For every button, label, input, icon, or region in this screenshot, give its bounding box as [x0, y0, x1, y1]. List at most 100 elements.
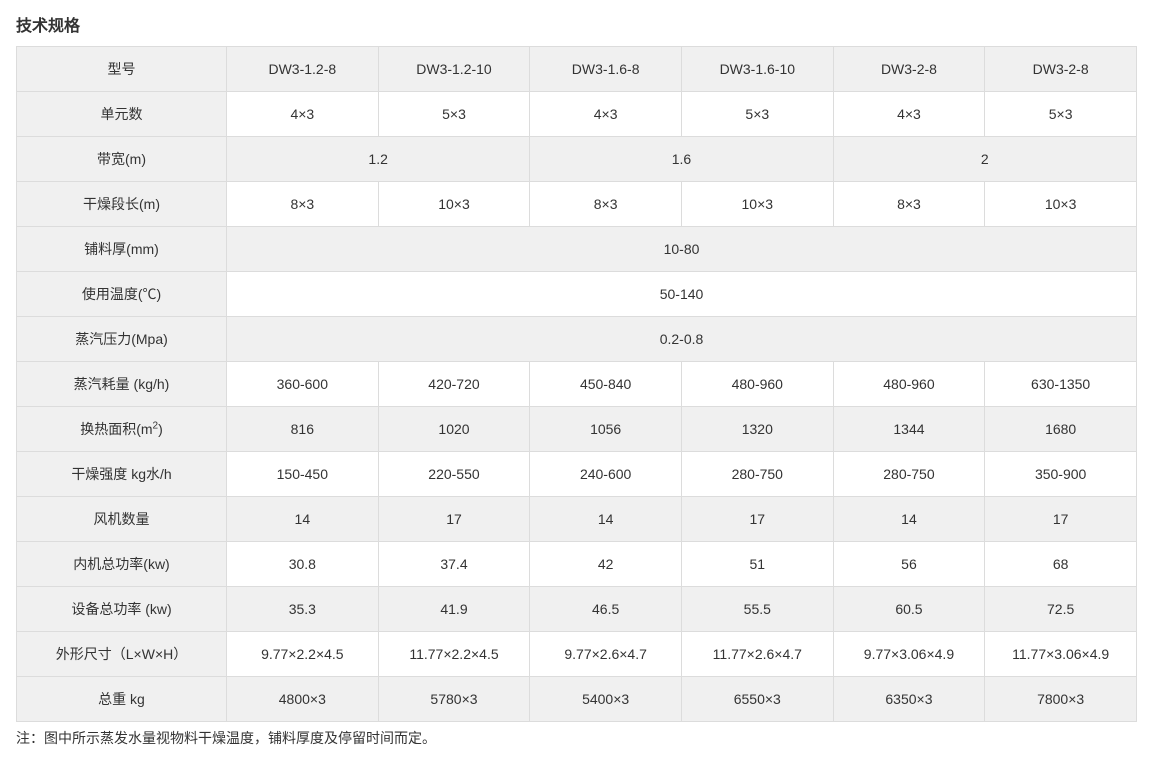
table-row: 蒸汽耗量 (kg/h)360-600420-720450-840480-9604… — [17, 362, 1137, 407]
table-row: 带宽(m)1.21.62 — [17, 137, 1137, 182]
model-header: DW3-1.6-10 — [681, 47, 833, 92]
table-cell: 1.2 — [227, 137, 530, 182]
table-cell: 1020 — [378, 407, 530, 452]
header-label: 型号 — [17, 47, 227, 92]
table-cell: 220-550 — [378, 452, 530, 497]
model-header: DW3-1.6-8 — [530, 47, 682, 92]
table-cell: 17 — [378, 497, 530, 542]
table-cell: 5780×3 — [378, 677, 530, 722]
table-cell: 6550×3 — [681, 677, 833, 722]
table-cell: 17 — [681, 497, 833, 542]
table-cell: 630-1350 — [985, 362, 1137, 407]
row-label: 风机数量 — [17, 497, 227, 542]
table-cell: 1320 — [681, 407, 833, 452]
table-cell: 30.8 — [227, 542, 379, 587]
table-cell: 10×3 — [378, 182, 530, 227]
table-cell: 9.77×3.06×4.9 — [833, 632, 985, 677]
table-row: 使用温度(℃)50-140 — [17, 272, 1137, 317]
table-row: 蒸汽压力(Mpa)0.2-0.8 — [17, 317, 1137, 362]
table-row: 内机总功率(kw)30.837.442515668 — [17, 542, 1137, 587]
table-cell: 55.5 — [681, 587, 833, 632]
table-cell: 17 — [985, 497, 1137, 542]
table-row: 干燥段长(m)8×310×38×310×38×310×3 — [17, 182, 1137, 227]
table-cell: 9.77×2.2×4.5 — [227, 632, 379, 677]
table-cell: 6350×3 — [833, 677, 985, 722]
row-label: 总重 kg — [17, 677, 227, 722]
table-cell: 280-750 — [833, 452, 985, 497]
table-cell: 35.3 — [227, 587, 379, 632]
table-cell: 14 — [833, 497, 985, 542]
table-cell: 0.2-0.8 — [227, 317, 1137, 362]
table-cell: 8×3 — [530, 182, 682, 227]
table-cell: 240-600 — [530, 452, 682, 497]
row-label: 干燥强度 kg水/h — [17, 452, 227, 497]
table-cell: 1056 — [530, 407, 682, 452]
row-label: 设备总功率 (kw) — [17, 587, 227, 632]
footnote: 注：图中所示蒸发水量视物料干燥温度，铺料厚度及停留时间而定。 — [16, 728, 1137, 748]
table-cell: 150-450 — [227, 452, 379, 497]
table-row: 风机数量141714171417 — [17, 497, 1137, 542]
table-cell: 360-600 — [227, 362, 379, 407]
table-row: 铺料厚(mm)10-80 — [17, 227, 1137, 272]
table-cell: 11.77×3.06×4.9 — [985, 632, 1137, 677]
table-cell: 350-900 — [985, 452, 1137, 497]
row-label: 使用温度(℃) — [17, 272, 227, 317]
table-cell: 5400×3 — [530, 677, 682, 722]
table-cell: 50-140 — [227, 272, 1137, 317]
spec-table: 型号DW3-1.2-8DW3-1.2-10DW3-1.6-8DW3-1.6-10… — [16, 46, 1137, 722]
model-header: DW3-1.2-8 — [227, 47, 379, 92]
table-cell: 480-960 — [681, 362, 833, 407]
table-header-row: 型号DW3-1.2-8DW3-1.2-10DW3-1.6-8DW3-1.6-10… — [17, 47, 1137, 92]
row-label: 单元数 — [17, 92, 227, 137]
section-title: 技术规格 — [16, 12, 1137, 36]
table-cell: 8×3 — [833, 182, 985, 227]
table-row: 外形尺寸（L×W×H）9.77×2.2×4.511.77×2.2×4.5 9.77… — [17, 632, 1137, 677]
row-label: 外形尺寸（L×W×H） — [17, 632, 227, 677]
table-cell: 5×3 — [378, 92, 530, 137]
table-cell: 4×3 — [530, 92, 682, 137]
table-cell: 420-720 — [378, 362, 530, 407]
table-cell: 51 — [681, 542, 833, 587]
table-cell: 5×3 — [681, 92, 833, 137]
table-cell: 4800×3 — [227, 677, 379, 722]
table-row: 单元数4×35×34×35×34×35×3 — [17, 92, 1137, 137]
table-cell: 41.9 — [378, 587, 530, 632]
table-cell: 8×3 — [227, 182, 379, 227]
row-label: 换热面积(m2) — [17, 407, 227, 452]
row-label: 蒸汽耗量 (kg/h) — [17, 362, 227, 407]
table-cell: 1.6 — [530, 137, 833, 182]
table-cell: 4×3 — [227, 92, 379, 137]
row-label: 蒸汽压力(Mpa) — [17, 317, 227, 362]
row-label: 铺料厚(mm) — [17, 227, 227, 272]
table-cell: 14 — [227, 497, 379, 542]
model-header: DW3-2-8 — [833, 47, 985, 92]
table-cell: 46.5 — [530, 587, 682, 632]
table-cell: 7800×3 — [985, 677, 1137, 722]
table-cell: 60.5 — [833, 587, 985, 632]
table-cell: 10-80 — [227, 227, 1137, 272]
table-row: 换热面积(m2)81610201056132013441680 — [17, 407, 1137, 452]
table-cell: 2 — [833, 137, 1136, 182]
table-cell: 1344 — [833, 407, 985, 452]
table-cell: 280-750 — [681, 452, 833, 497]
table-cell: 37.4 — [378, 542, 530, 587]
table-cell: 11.77×2.2×4.5 — [378, 632, 530, 677]
table-cell: 450-840 — [530, 362, 682, 407]
table-cell: 816 — [227, 407, 379, 452]
table-cell: 68 — [985, 542, 1137, 587]
table-cell: 14 — [530, 497, 682, 542]
row-label: 内机总功率(kw) — [17, 542, 227, 587]
table-cell: 72.5 — [985, 587, 1137, 632]
table-row: 设备总功率 (kw)35.341.946.555.560.572.5 — [17, 587, 1137, 632]
table-cell: 56 — [833, 542, 985, 587]
row-label: 带宽(m) — [17, 137, 227, 182]
row-label: 干燥段长(m) — [17, 182, 227, 227]
table-cell: 480-960 — [833, 362, 985, 407]
table-cell: 1680 — [985, 407, 1137, 452]
table-row: 总重 kg4800×35780×35400×36550×36350×37800×… — [17, 677, 1137, 722]
table-cell: 10×3 — [985, 182, 1137, 227]
table-cell: 42 — [530, 542, 682, 587]
table-cell: 5×3 — [985, 92, 1137, 137]
model-header: DW3-2-8 — [985, 47, 1137, 92]
table-cell: 11.77×2.6×4.7 — [681, 632, 833, 677]
